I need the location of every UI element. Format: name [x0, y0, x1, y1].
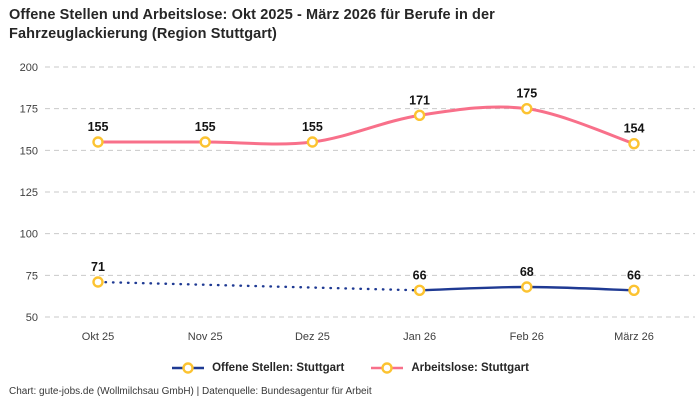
legend-label: Offene Stellen: Stuttgart	[212, 362, 345, 374]
data-point-markers	[92, 102, 640, 297]
y-tick-label: 125	[20, 187, 38, 199]
y-tick-label: 100	[20, 229, 38, 241]
legend: Offene Stellen: Stuttgart Arbeitslose: St…	[0, 361, 700, 375]
legend-line-marker-icon	[371, 362, 404, 374]
data-label: 154	[624, 122, 645, 136]
x-tick-label: Jan 26	[403, 331, 436, 343]
data-point-marker	[628, 284, 640, 297]
data-point-marker	[92, 136, 104, 148]
data-label: 66	[413, 268, 427, 282]
data-point-marker	[521, 281, 533, 293]
series-line-arbeitslose-stuttgart	[96, 105, 636, 146]
legend-line-marker-icon	[172, 362, 205, 374]
data-point-marker	[413, 109, 426, 122]
y-tick-label: 175	[20, 104, 38, 116]
x-tick-label: Feb 26	[510, 331, 544, 343]
legend-label: Arbeitslose: Stuttgart	[411, 362, 529, 374]
chart-title: Offene Stellen und Arbeitslose: Okt 2025…	[9, 7, 495, 43]
data-label: 155	[302, 120, 323, 134]
y-tick-label: 150	[20, 145, 38, 157]
data-label: 175	[516, 87, 537, 101]
data-point-marker	[521, 102, 533, 115]
data-label: 68	[520, 265, 534, 279]
data-point-marker	[306, 136, 319, 148]
legend-item: Arbeitslose: Stuttgart	[370, 361, 529, 375]
data-label: 155	[88, 120, 109, 134]
data-point-marker	[628, 137, 640, 150]
line-chart-canvas: 50 75 100 125 150 175 200 Okt 25 Nov 25 Dez 25 Jan…	[20, 62, 695, 343]
y-tick-label: 75	[26, 270, 38, 282]
data-label: 171	[409, 93, 430, 107]
chart-footer: Chart: gute-jobs.de (Wollmilchsau GmbH) …	[9, 386, 372, 397]
data-label: 66	[627, 268, 641, 282]
data-point-marker	[92, 276, 104, 288]
data-point-marker	[413, 284, 426, 297]
data-labels: 71 66 68 66 155 155 155 171 175 154	[88, 87, 645, 283]
x-tick-label: März 26	[614, 331, 654, 343]
legend-item: Offene Stellen: Stuttgart	[171, 361, 344, 375]
data-point-marker	[199, 136, 211, 148]
y-tick-label: 50	[26, 312, 38, 324]
x-tick-label: Dez 25	[295, 331, 330, 343]
gridlines	[45, 66, 695, 318]
y-axis-tick-labels: 50 75 100 125 150 175 200	[20, 62, 38, 324]
data-label: 71	[91, 260, 105, 274]
series-dotted-segment-offene-stellen-stuttgart	[96, 280, 421, 292]
x-axis-tick-labels: Okt 25 Nov 25 Dez 25 Jan 26 Feb 26 März 26	[82, 331, 654, 343]
x-tick-label: Nov 25	[188, 331, 223, 343]
y-tick-label: 200	[20, 62, 38, 74]
data-label: 155	[195, 120, 216, 134]
series-arbeitslose-stuttgart	[96, 105, 636, 146]
x-tick-label: Okt 25	[82, 331, 114, 343]
series-offene-stellen-stuttgart	[96, 280, 636, 292]
